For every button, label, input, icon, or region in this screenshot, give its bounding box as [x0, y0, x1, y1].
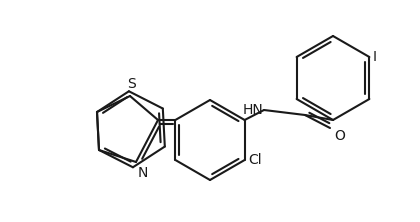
Text: Cl: Cl — [249, 153, 262, 167]
Text: N: N — [138, 166, 148, 180]
Text: HN: HN — [242, 103, 263, 117]
Text: S: S — [126, 77, 135, 91]
Text: I: I — [373, 50, 376, 64]
Text: O: O — [334, 129, 345, 143]
